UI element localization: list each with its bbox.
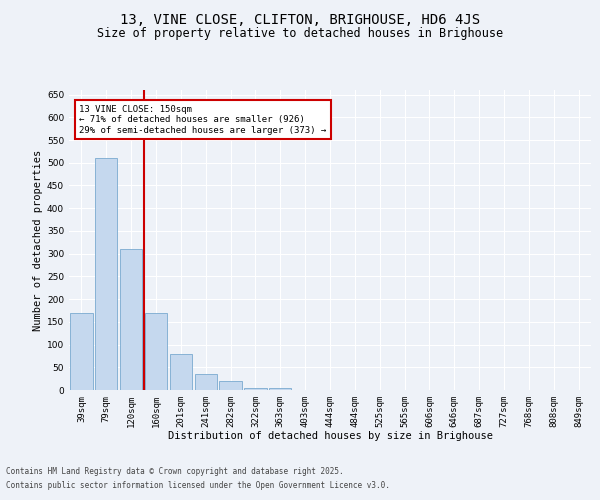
Text: 13, VINE CLOSE, CLIFTON, BRIGHOUSE, HD6 4JS: 13, VINE CLOSE, CLIFTON, BRIGHOUSE, HD6 …	[120, 12, 480, 26]
Bar	[145, 312, 167, 390]
Y-axis label: Number of detached properties: Number of detached properties	[33, 150, 43, 330]
Bar	[95, 158, 118, 390]
Bar	[194, 374, 217, 390]
Bar	[244, 388, 266, 390]
Bar	[170, 354, 192, 390]
Text: Contains public sector information licensed under the Open Government Licence v3: Contains public sector information licen…	[6, 481, 390, 490]
Bar	[70, 312, 92, 390]
Bar	[120, 249, 142, 390]
X-axis label: Distribution of detached houses by size in Brighouse: Distribution of detached houses by size …	[167, 432, 493, 442]
Bar	[269, 388, 292, 390]
Text: 13 VINE CLOSE: 150sqm
← 71% of detached houses are smaller (926)
29% of semi-det: 13 VINE CLOSE: 150sqm ← 71% of detached …	[79, 105, 326, 135]
Text: Contains HM Land Registry data © Crown copyright and database right 2025.: Contains HM Land Registry data © Crown c…	[6, 467, 344, 476]
Bar	[220, 381, 242, 390]
Text: Size of property relative to detached houses in Brighouse: Size of property relative to detached ho…	[97, 28, 503, 40]
